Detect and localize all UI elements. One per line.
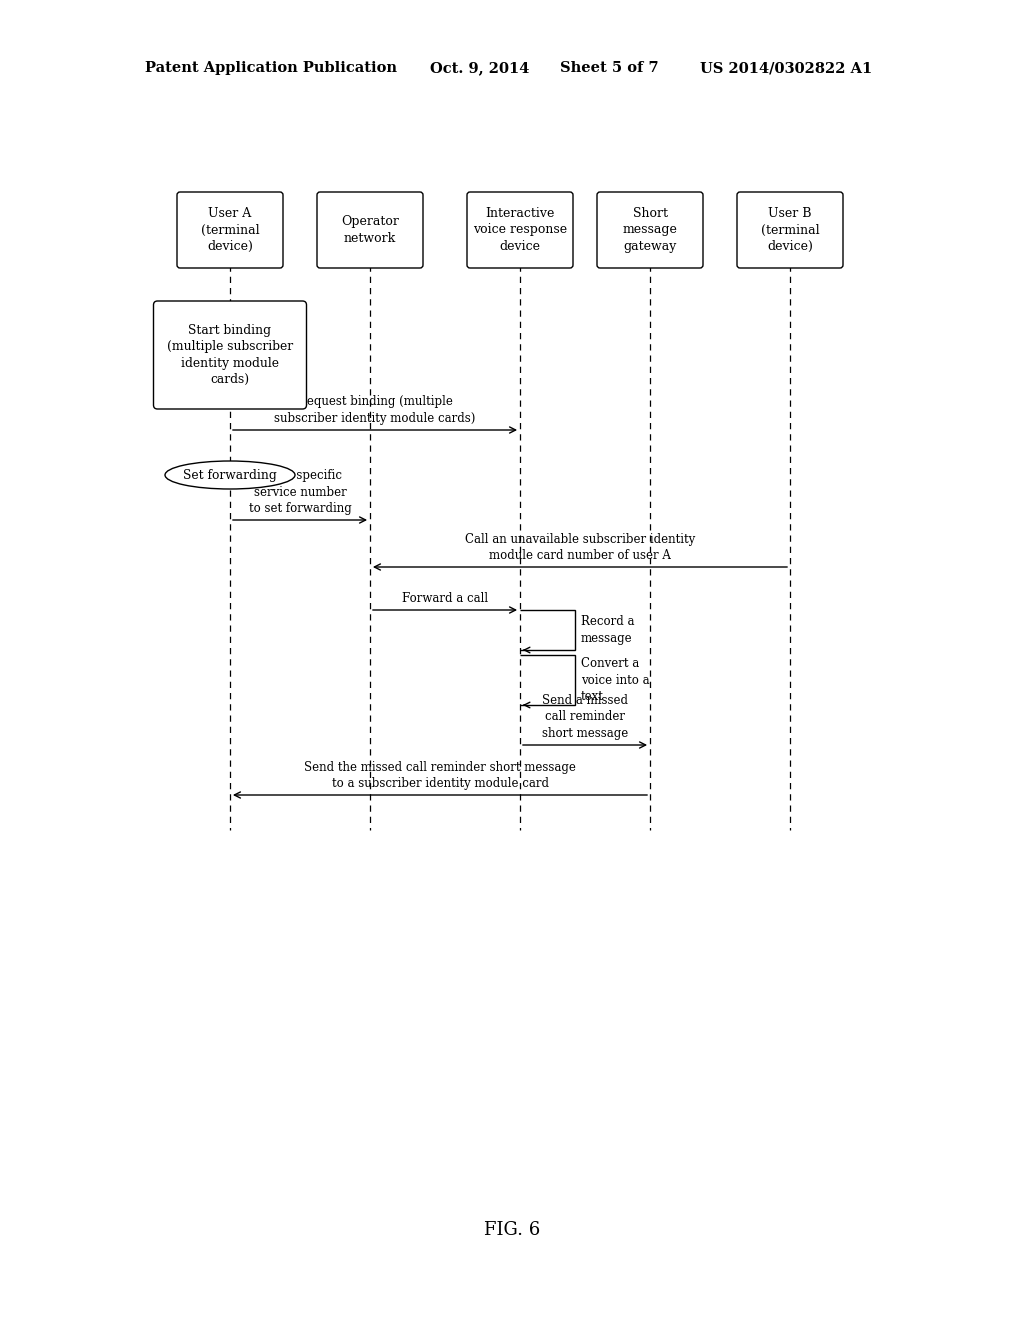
FancyBboxPatch shape — [467, 191, 573, 268]
Text: Start binding
(multiple subscriber
identity module
cards): Start binding (multiple subscriber ident… — [167, 323, 293, 387]
Text: Oct. 9, 2014: Oct. 9, 2014 — [430, 61, 529, 75]
Text: Patent Application Publication: Patent Application Publication — [145, 61, 397, 75]
Text: Sheet 5 of 7: Sheet 5 of 7 — [560, 61, 658, 75]
FancyBboxPatch shape — [737, 191, 843, 268]
FancyBboxPatch shape — [154, 301, 306, 409]
Text: Call an unavailable subscriber identity
module card number of user A: Call an unavailable subscriber identity … — [465, 532, 695, 562]
Text: Interactive
voice response
device: Interactive voice response device — [473, 207, 567, 253]
Text: Send a missed
call reminder
short message: Send a missed call reminder short messag… — [542, 694, 628, 741]
Text: Convert a
voice into a
text: Convert a voice into a text — [581, 657, 649, 704]
Text: Record a
message: Record a message — [581, 615, 635, 644]
Text: User B
(terminal
device): User B (terminal device) — [761, 207, 819, 253]
Text: Set forwarding: Set forwarding — [183, 469, 276, 482]
FancyBboxPatch shape — [597, 191, 703, 268]
Text: Send the missed call reminder short message
to a subscriber identity module card: Send the missed call reminder short mess… — [304, 760, 575, 789]
Text: Dial a specific
service number
to set forwarding: Dial a specific service number to set fo… — [249, 469, 351, 515]
Text: Operator
network: Operator network — [341, 215, 399, 244]
Text: User A
(terminal
device): User A (terminal device) — [201, 207, 259, 253]
FancyBboxPatch shape — [177, 191, 283, 268]
FancyBboxPatch shape — [317, 191, 423, 268]
Text: Request binding (multiple
subscriber identity module cards): Request binding (multiple subscriber ide… — [274, 396, 476, 425]
Text: US 2014/0302822 A1: US 2014/0302822 A1 — [700, 61, 872, 75]
Text: FIG. 6: FIG. 6 — [484, 1221, 540, 1239]
Text: Short
message
gateway: Short message gateway — [623, 207, 678, 253]
Text: Forward a call: Forward a call — [402, 591, 488, 605]
Ellipse shape — [165, 461, 295, 488]
